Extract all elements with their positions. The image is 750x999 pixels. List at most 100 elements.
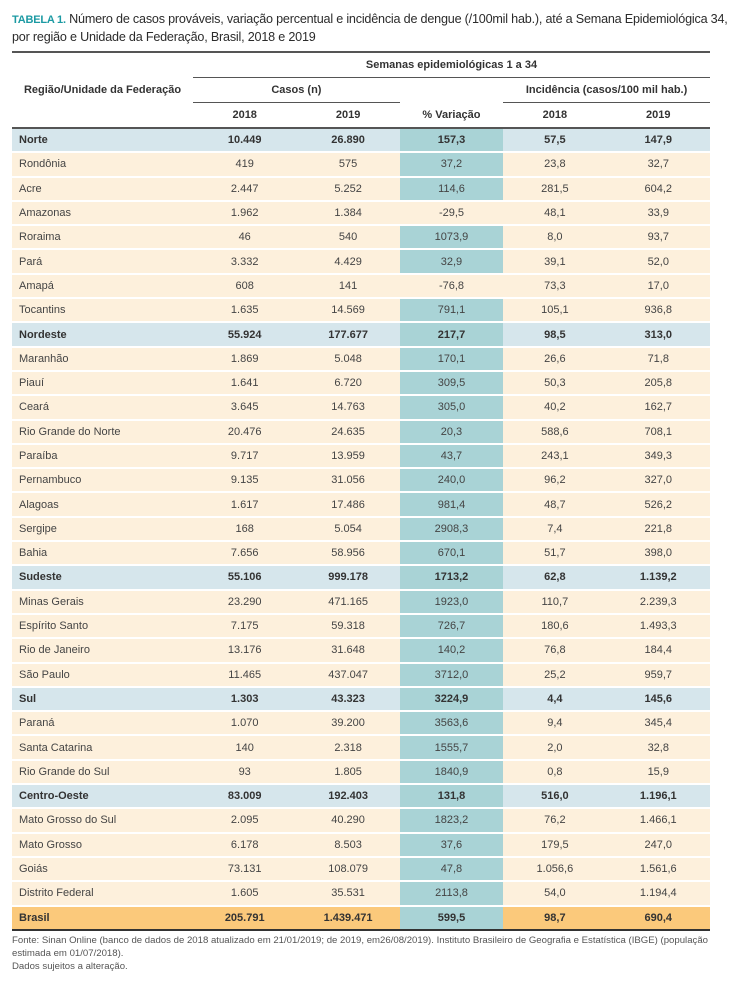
cell-variation: 47,8 [399, 856, 504, 883]
cell-cases-2019: 1.805 [296, 759, 400, 786]
cell-cases-2019: 40.290 [296, 808, 400, 834]
cell-incidence-2019: 184,4 [606, 638, 710, 664]
cell-cases-2018: 10.449 [193, 128, 297, 154]
cell-incidence-2018: 7,4 [503, 516, 607, 543]
table-row: Rio Grande do Sul 93 1.805 1840,9 0,8 15,9 [12, 759, 710, 786]
cell-variation: 309,5 [399, 370, 504, 397]
cell-name: Distrito Federal [12, 881, 193, 907]
cell-incidence-2019: 604,2 [606, 176, 710, 202]
cell-variation: -29,5 [399, 200, 504, 227]
cell-name: Alagoas [12, 492, 193, 518]
table-body: Norte 10.449 26.890 157,3 57,5 147,9 Rondônia 4… [12, 128, 710, 931]
cell-name: Norte [12, 128, 193, 154]
cell-incidence-2019: 1.196,1 [606, 784, 710, 810]
cell-cases-2019: 26.890 [296, 128, 400, 154]
cell-incidence-2019: 33,9 [606, 200, 710, 227]
cell-cases-2019: 141 [296, 273, 400, 300]
cell-cases-2018: 1.605 [193, 881, 297, 907]
cell-incidence-2018: 40,2 [503, 395, 607, 421]
cell-incidence-2019: 93,7 [606, 225, 710, 251]
cell-incidence-2018: 26,6 [503, 346, 607, 372]
cell-cases-2018: 7.175 [193, 613, 297, 640]
cell-cases-2018: 55.924 [193, 322, 297, 348]
cell-name: Rio de Janeiro [12, 638, 193, 664]
cell-name: Sul [12, 686, 193, 713]
table-row: Ceará 3.645 14.763 305,0 40,2 162,7 [12, 395, 710, 421]
total-row: Brasil 205.791 1.439.471 599,5 98,7 690,4 [12, 905, 710, 931]
cell-incidence-2019: 345,4 [606, 711, 710, 737]
cell-name: Pernambuco [12, 468, 193, 494]
table-row: Sergipe 168 5.054 2908,3 7,4 221,8 [12, 516, 710, 543]
cell-cases-2018: 1.962 [193, 200, 297, 227]
cell-incidence-2018: 73,3 [503, 273, 607, 300]
cell-incidence-2018: 281,5 [503, 176, 607, 202]
table-label: TABELA 1. [12, 14, 66, 26]
cell-cases-2018: 1.303 [193, 686, 297, 713]
cell-name: Bahia [12, 541, 193, 567]
cell-variation: 140,2 [399, 638, 504, 664]
table-caption: Número de casos prováveis, variação perc… [12, 12, 728, 44]
cell-name: Mato Grosso [12, 832, 193, 858]
cell-incidence-2019: 32,7 [606, 152, 710, 178]
cell-cases-2019: 1.439.471 [296, 905, 400, 931]
cell-incidence-2018: 0,8 [503, 759, 607, 786]
cell-cases-2019: 6.720 [296, 370, 400, 397]
cell-cases-2019: 59.318 [296, 613, 400, 640]
cell-incidence-2019: 1.466,1 [606, 808, 710, 834]
cell-cases-2018: 6.178 [193, 832, 297, 858]
cell-incidence-2018: 98,7 [503, 905, 607, 931]
cell-incidence-2018: 39,1 [503, 249, 607, 275]
cell-variation: 599,5 [399, 905, 504, 931]
cell-incidence-2018: 62,8 [503, 565, 607, 591]
table-row: Minas Gerais 23.290 471.165 1923,0 110,7 2.23… [12, 589, 710, 615]
table-row: Rondônia 419 575 37,2 23,8 32,7 [12, 152, 710, 178]
cell-cases-2018: 2.447 [193, 176, 297, 202]
cell-incidence-2019: 349,3 [606, 443, 710, 470]
cell-variation: 114,6 [399, 176, 504, 202]
header-variation: % Variação [399, 102, 504, 129]
cell-incidence-2019: 690,4 [606, 905, 710, 931]
cell-cases-2019: 108.079 [296, 856, 400, 883]
table-row: Mato Grosso 6.178 8.503 37,6 179,5 247,0 [12, 832, 710, 858]
cell-incidence-2018: 1.056,6 [503, 856, 607, 883]
cell-cases-2019: 31.056 [296, 468, 400, 494]
cell-cases-2019: 14.763 [296, 395, 400, 421]
footnote-note: Dados sujeitos a alteração. [12, 961, 128, 972]
cell-name: Mato Grosso do Sul [12, 808, 193, 834]
cell-variation: 1923,0 [399, 589, 504, 615]
cell-incidence-2018: 4,4 [503, 686, 607, 713]
cell-name: Rio Grande do Norte [12, 419, 193, 445]
cell-variation: 2908,3 [399, 516, 504, 543]
cell-variation: 32,9 [399, 249, 504, 275]
cell-variation: 3224,9 [399, 686, 504, 713]
table-row: Paraná 1.070 39.200 3563,6 9,4 345,4 [12, 711, 710, 737]
cell-name: Acre [12, 176, 193, 202]
cell-variation: -76,8 [399, 273, 504, 300]
cell-name: Ceará [12, 395, 193, 421]
cell-cases-2018: 55.106 [193, 565, 297, 591]
cell-cases-2018: 93 [193, 759, 297, 786]
cell-name: Brasil [12, 905, 193, 931]
cell-cases-2018: 168 [193, 516, 297, 543]
table-row: Distrito Federal 1.605 35.531 2113,8 54,0 1.1… [12, 881, 710, 907]
cell-cases-2019: 192.403 [296, 784, 400, 810]
cell-cases-2018: 1.635 [193, 298, 297, 324]
table-row: Bahia 7.656 58.956 670,1 51,7 398,0 [12, 541, 710, 567]
cell-cases-2018: 1.641 [193, 370, 297, 397]
cell-incidence-2018: 98,5 [503, 322, 607, 348]
cell-cases-2019: 471.165 [296, 589, 400, 615]
cell-variation: 1073,9 [399, 225, 504, 251]
region-row: Sudeste 55.106 999.178 1713,2 62,8 1.139,2 [12, 565, 710, 591]
footnote-source: Fonte: Sinan Online (banco de dados de 2… [12, 935, 708, 959]
header-incidence-2019: 2019 [606, 102, 710, 129]
cell-cases-2018: 9.717 [193, 443, 297, 470]
cell-name: Minas Gerais [12, 589, 193, 615]
cell-cases-2019: 24.635 [296, 419, 400, 445]
cell-incidence-2019: 1.194,4 [606, 881, 710, 907]
cell-cases-2018: 46 [193, 225, 297, 251]
cell-variation: 791,1 [399, 298, 504, 324]
cell-incidence-2018: 243,1 [503, 443, 607, 470]
cell-name: Goiás [12, 856, 193, 883]
table-row: Espírito Santo 7.175 59.318 726,7 180,6 1.493… [12, 613, 710, 640]
cell-cases-2018: 3.332 [193, 249, 297, 275]
